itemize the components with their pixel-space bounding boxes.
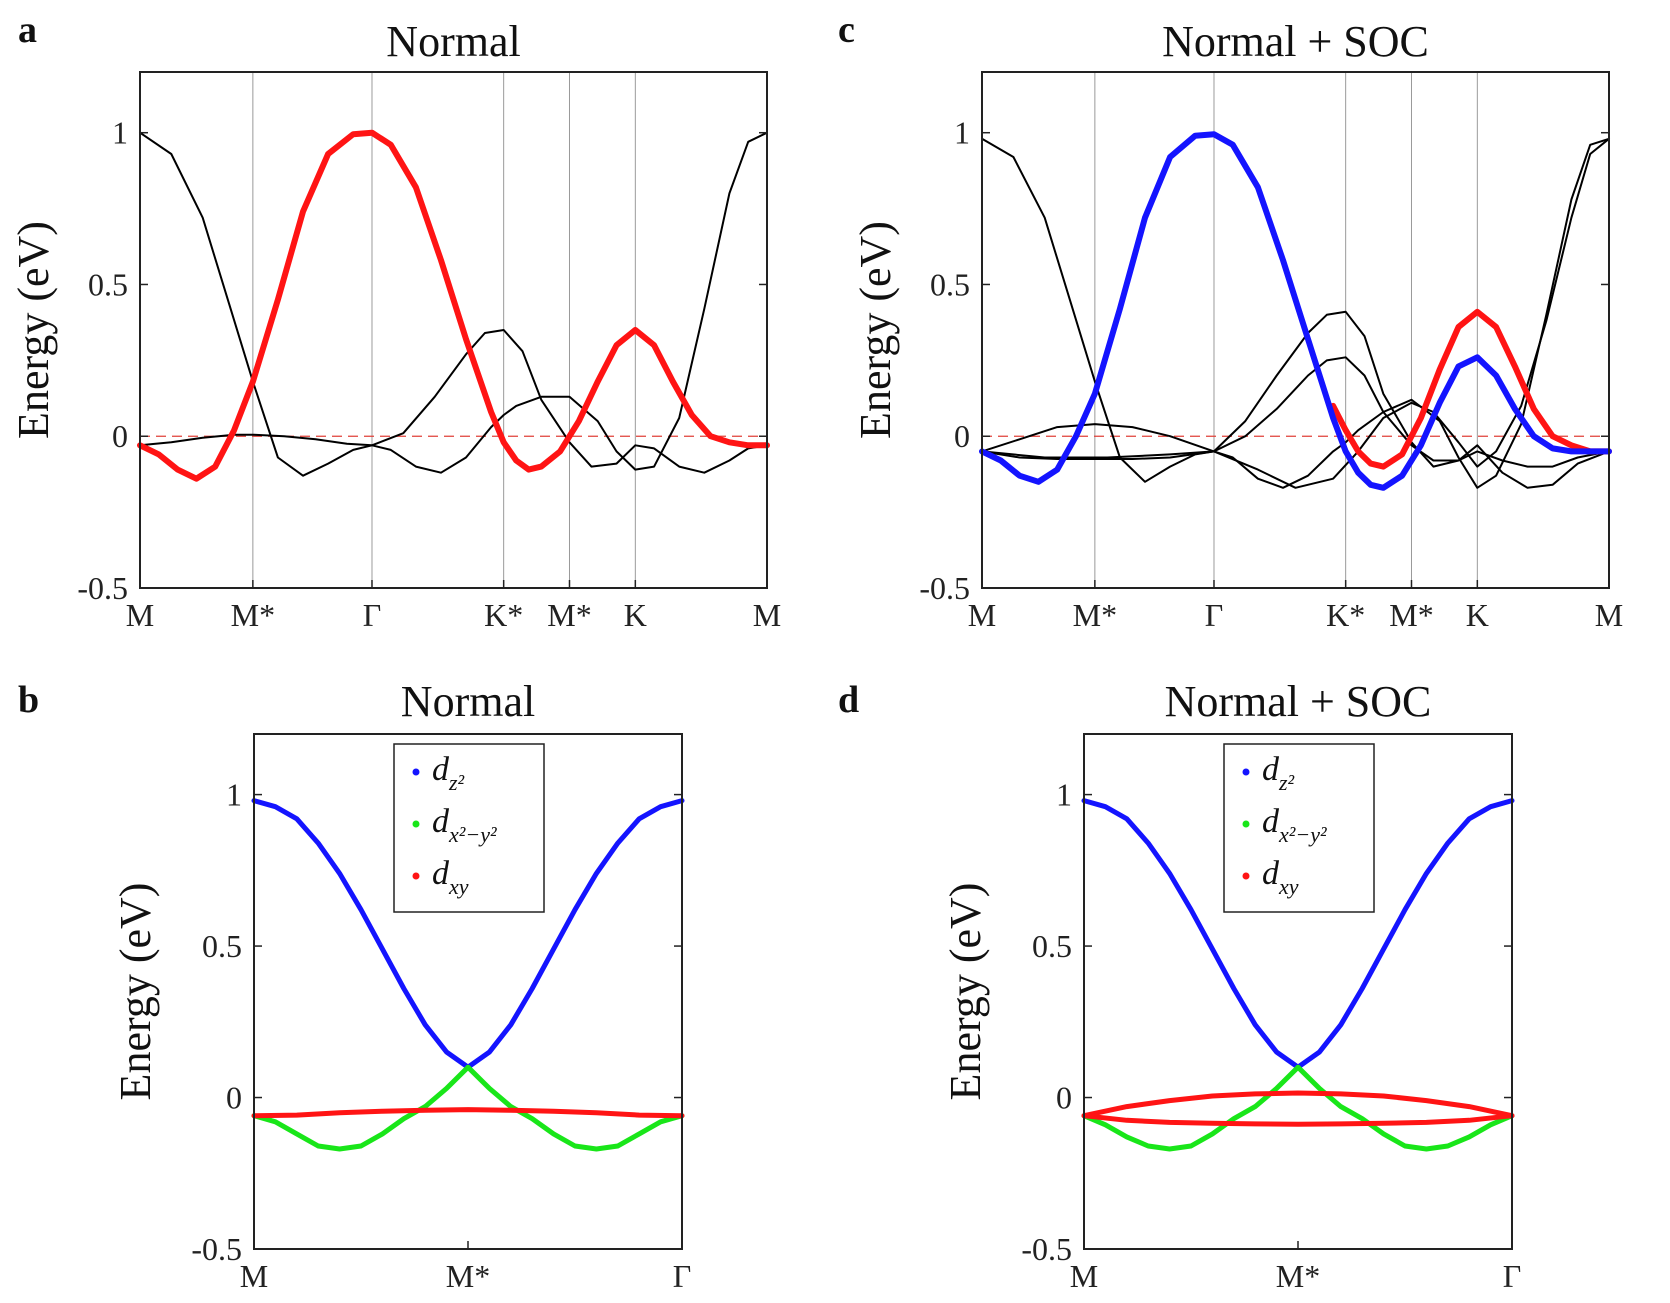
legend-marker-red	[1242, 872, 1250, 880]
y-tick-label: 0.5	[1032, 928, 1072, 964]
band-line-blue	[465, 798, 685, 1070]
y-tick-label: 0	[954, 418, 970, 454]
y-tick-label: 1	[954, 115, 970, 151]
y-tick-label: -0.5	[77, 570, 128, 606]
x-tick-label: M*	[1389, 597, 1433, 633]
legend-marker-red	[412, 872, 420, 880]
y-axis-label: Energy (eV)	[851, 221, 900, 439]
legend-entry-base: d	[1262, 803, 1280, 840]
x-tick-label: K	[624, 597, 647, 633]
x-tick-label: M	[1595, 597, 1623, 633]
x-tick-label: K	[1466, 597, 1489, 633]
y-axis-label: Energy (eV)	[941, 883, 990, 1101]
band-line-green	[465, 1064, 685, 1152]
legend-entry-subscript: z²	[448, 770, 465, 795]
band-line-blue	[1295, 798, 1515, 1070]
legend-entry-base: d	[432, 751, 450, 788]
panel-title: Normal + SOC	[1165, 677, 1432, 726]
panel-a: -0.5 0 0.5 1 M M* Γ K* M* K M Normal a Energy (eV)	[9, 9, 781, 633]
y-axis-label: Energy (eV)	[9, 221, 58, 439]
band-line-red	[1081, 1113, 1515, 1127]
legend-entry-subscript: x²−y²	[1278, 822, 1327, 847]
y-tick-label: 0	[112, 418, 128, 454]
panel-title: Normal	[401, 677, 535, 726]
y-tick-label: 0.5	[202, 928, 242, 964]
legend-entry-subscript: xy	[1278, 874, 1299, 899]
panel-letter: b	[18, 679, 39, 721]
x-tick-label: Γ	[363, 597, 382, 633]
legend-marker-green	[1242, 820, 1250, 828]
x-tick-label: Γ	[673, 1258, 692, 1294]
y-tick-label: 0.5	[930, 266, 970, 302]
legend-entry: dxy	[1262, 855, 1299, 899]
band-line-black	[981, 137, 1610, 489]
x-tick-label: M	[1070, 1258, 1098, 1294]
band-line-green	[1295, 1064, 1515, 1152]
y-tick-label: -0.5	[1021, 1231, 1072, 1267]
y-axis-label: Energy (eV)	[111, 883, 160, 1101]
band-line-black	[139, 131, 768, 477]
band-line-blue	[251, 798, 471, 1070]
band-line-blue	[979, 131, 1612, 491]
x-tick-label: M	[968, 597, 996, 633]
legend-entry-base: d	[432, 803, 450, 840]
legend-marker-blue	[1242, 768, 1250, 776]
y-tick-label: -0.5	[191, 1231, 242, 1267]
legend-entry-subscript: x²−y²	[448, 822, 497, 847]
axis-frame	[981, 71, 1610, 589]
band-line-blue	[1081, 798, 1301, 1070]
band-line-red	[251, 1107, 685, 1119]
x-tick-label: K*	[484, 597, 523, 633]
band-line-black	[981, 310, 1610, 468]
band-line-red	[137, 129, 770, 482]
panel-letter: a	[18, 9, 37, 51]
legend-entry: dx²−y²	[1262, 803, 1327, 847]
x-tick-label: M	[753, 597, 781, 633]
x-tick-label: M*	[1276, 1258, 1320, 1294]
legend-entry-subscript: z²	[1278, 770, 1295, 795]
y-tick-label: 0.5	[88, 266, 128, 302]
x-tick-label: K*	[1326, 597, 1365, 633]
x-tick-label: M	[240, 1258, 268, 1294]
x-tick-label: Γ	[1503, 1258, 1522, 1294]
x-tick-label: Γ	[1205, 597, 1224, 633]
y-tick-label: 0	[1056, 1080, 1072, 1116]
y-tick-label: 0	[226, 1080, 242, 1116]
panel-letter: d	[838, 679, 859, 721]
legend-entry-base: d	[1262, 855, 1280, 892]
legend-entry-base: d	[1262, 751, 1280, 788]
x-tick-label: M*	[547, 597, 591, 633]
panel-c: -0.5 0 0.5 1 M M* Γ K* M* K M Normal + SOC c Energy (…	[838, 9, 1623, 633]
legend-marker-blue	[412, 768, 420, 776]
y-tick-label: 1	[226, 777, 242, 813]
legend-entry: dx²−y²	[432, 803, 497, 847]
x-tick-label: M*	[231, 597, 275, 633]
x-tick-label: M	[126, 597, 154, 633]
y-tick-label: 1	[112, 115, 128, 151]
band-line-black	[139, 329, 768, 474]
band-line-green	[1081, 1064, 1301, 1152]
legend-entry: dz²	[432, 751, 465, 795]
legend-entry-base: d	[432, 855, 450, 892]
panel-title: Normal + SOC	[1162, 17, 1429, 66]
legend-entry: dz²	[1262, 751, 1295, 795]
band-line-green	[251, 1064, 471, 1152]
legend-entry-subscript: xy	[448, 874, 469, 899]
band-line-red	[1330, 308, 1612, 470]
band-line-black	[981, 356, 1610, 489]
legend-marker-green	[412, 820, 420, 828]
panel-letter: c	[838, 9, 855, 51]
band-line-black	[981, 137, 1610, 489]
y-tick-label: 1	[1056, 777, 1072, 813]
x-tick-label: M*	[1073, 597, 1117, 633]
y-tick-label: -0.5	[919, 570, 970, 606]
panel-title: Normal	[386, 17, 520, 66]
band-line-red	[1081, 1090, 1515, 1119]
x-tick-label: M*	[446, 1258, 490, 1294]
axis-frame	[139, 71, 768, 589]
legend-entry: dxy	[432, 855, 469, 899]
